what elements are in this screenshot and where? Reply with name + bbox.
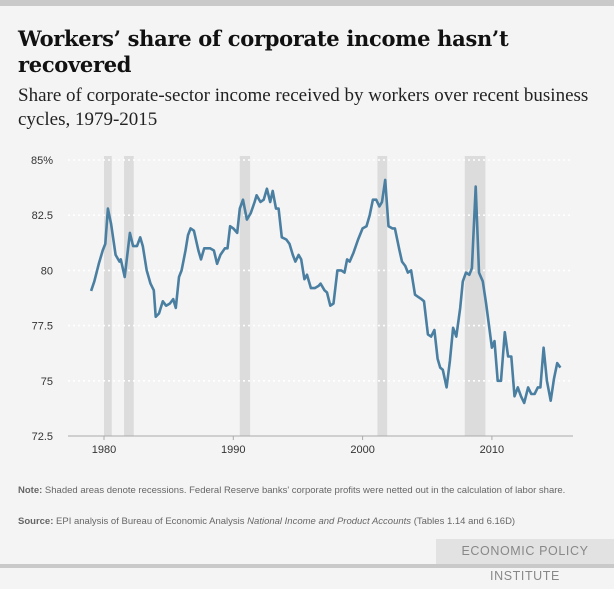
y-tick-label: 77.5 [32, 321, 53, 333]
x-tick-label: 2000 [350, 444, 374, 456]
y-tick-label: 82.5 [32, 210, 53, 222]
recession-band [377, 156, 388, 436]
source-label: Source: [18, 516, 54, 527]
y-tick-label: 80 [41, 265, 53, 277]
recession-band [464, 156, 486, 436]
chart-note: Note: Shaded areas denote recessions. Fe… [18, 484, 598, 498]
gridlines [68, 159, 573, 382]
top-bar [0, 0, 614, 6]
recession-band [239, 156, 251, 436]
x-axis-ticks: 1980 1990 2000 2010 [92, 436, 504, 456]
note-label: Note: [18, 485, 43, 496]
y-tick-label: 72.5 [32, 431, 53, 443]
y-tick-label: 85% [31, 155, 53, 167]
chart-title: Workers’ share of corporate income hasn’… [18, 26, 509, 77]
y-tick-label: 75 [41, 376, 53, 388]
source-publication: National Income and Product Accounts [247, 516, 412, 527]
chart-source: Source: EPI analysis of Bureau of Econom… [18, 516, 598, 527]
recession-band [104, 156, 112, 436]
x-tick-label: 1990 [221, 444, 245, 456]
bottom-bar [0, 564, 614, 568]
x-tick-label: 1980 [92, 444, 116, 456]
recession-band [124, 156, 134, 436]
line-chart: 85% 82.5 80 77.5 75 72.5 1980 1990 2000 2010 [31, 155, 573, 456]
source-text: EPI analysis of Bureau of Economic Analy… [56, 516, 248, 527]
x-tick-label: 2010 [480, 444, 504, 456]
chart-subtitle: Share of corporate-sector income receive… [18, 85, 589, 130]
source-tables: (Tables 1.14 and 6.16D) [411, 516, 516, 527]
series-line [89, 178, 562, 405]
recession-bands [104, 156, 486, 436]
brand-badge: ECONOMIC POLICY INSTITUTE [436, 539, 614, 583]
y-axis-ticks: 85% 82.5 80 77.5 75 72.5 [31, 155, 53, 443]
note-text: Shaded areas denote recessions. Federal … [44, 485, 566, 496]
